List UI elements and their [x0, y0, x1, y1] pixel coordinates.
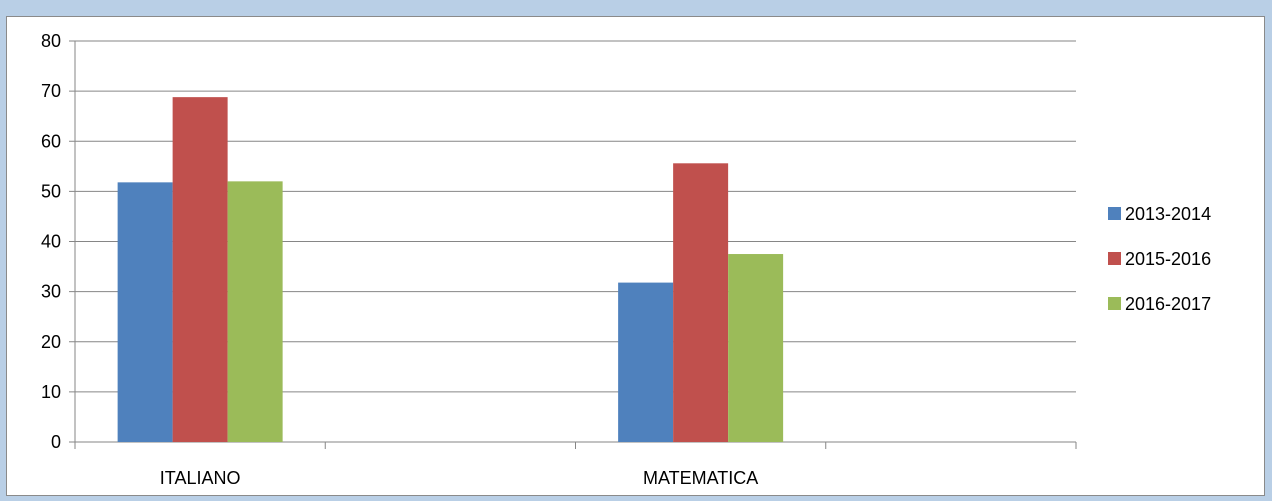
x-category-label: ITALIANO [160, 468, 241, 488]
bar-matematica-2015-2016 [673, 163, 729, 442]
bar-italiano-2016-2017 [227, 181, 283, 442]
bar-chart: 0 10 20 30 40 50 60 70 80 ITALIANO MATEMATICA 2013… [41, 31, 1211, 488]
legend-label: 2015-2016 [1125, 249, 1211, 269]
y-tick-label: 40 [41, 232, 61, 252]
legend-label: 2013-2014 [1125, 204, 1211, 224]
bar-matematica-2016-2017 [728, 254, 784, 442]
y-tick-label: 10 [41, 382, 61, 402]
legend-label: 2016-2017 [1125, 294, 1211, 314]
legend-swatch [1108, 297, 1121, 310]
bar-matematica-2013-2014 [618, 282, 674, 442]
y-tick-label: 0 [51, 432, 61, 452]
x-category-label: MATEMATICA [643, 468, 758, 488]
y-tick-label: 20 [41, 332, 61, 352]
legend-swatch [1108, 252, 1121, 265]
y-tick-label: 30 [41, 282, 61, 302]
bar-italiano-2015-2016 [172, 97, 228, 442]
axis-labels: 0 10 20 30 40 50 60 70 80 ITALIANO MATEMATICA [41, 31, 758, 488]
bars [117, 97, 784, 443]
y-tick-label: 60 [41, 131, 61, 151]
y-tick-label: 80 [41, 31, 61, 51]
y-tick-label: 50 [41, 181, 61, 201]
legend-swatch [1108, 207, 1121, 220]
y-tick-label: 70 [41, 81, 61, 101]
legend: 2013-2014 2015-2016 2016-2017 [1108, 204, 1211, 314]
chart-frame: 0 10 20 30 40 50 60 70 80 ITALIANO MATEMATICA 2013… [6, 16, 1265, 496]
bar-italiano-2013-2014 [117, 182, 173, 443]
